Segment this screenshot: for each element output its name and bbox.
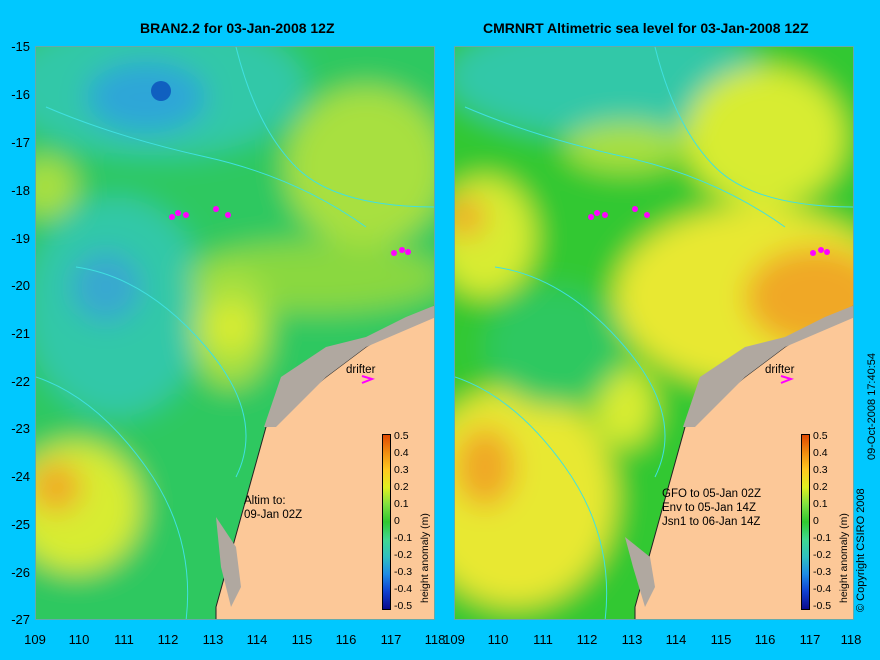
left-shark-bay xyxy=(216,517,241,607)
right-colorbar-tick: -0.5 xyxy=(813,600,832,612)
left-drifter-marker xyxy=(361,375,376,384)
y-tick-label: -25 xyxy=(11,517,30,532)
right-colorbar-tick: 0.1 xyxy=(813,498,828,510)
right-colorbar-tick: -0.2 xyxy=(813,549,832,561)
left-x-tick-label: 110 xyxy=(68,632,90,647)
right-colorbar-tick: -0.1 xyxy=(813,532,832,544)
y-tick-label: -21 xyxy=(11,326,30,341)
right-colorbar xyxy=(801,434,810,610)
right-map-canvas xyxy=(455,47,853,619)
right-x-tick-label: 111 xyxy=(533,632,553,647)
right-colorbar-tick: -0.4 xyxy=(813,583,832,595)
left-note-line-2: 09-Jan 02Z xyxy=(244,509,303,521)
left-colorbar xyxy=(382,434,391,610)
copyright-text: © Copyright CSIRO 2008 xyxy=(855,488,867,612)
y-tick-label: -24 xyxy=(11,469,30,484)
left-x-tick-label: 109 xyxy=(24,632,46,647)
left-x-tick-label: 117 xyxy=(380,632,402,647)
left-note-line-1: Altim to: xyxy=(244,495,286,507)
right-x-tick-label: 118 xyxy=(840,632,862,647)
y-tick-label: -26 xyxy=(11,565,30,580)
left-x-tick-label: 112 xyxy=(157,632,179,647)
right-colorbar-tick: 0 xyxy=(813,515,819,527)
y-tick-label: -18 xyxy=(11,183,30,198)
right-panel-title: CMRNRT Altimetric sea level for 03-Jan-2… xyxy=(483,20,809,36)
right-coastal-shelf xyxy=(683,305,853,427)
right-colorbar-tick: -0.3 xyxy=(813,566,832,578)
right-x-tick-label: 115 xyxy=(710,632,732,647)
left-map-panel[interactable] xyxy=(35,46,435,620)
right-anomaly-field xyxy=(455,47,853,619)
right-x-tick-label: 117 xyxy=(799,632,821,647)
left-colorbar-tick: -0.2 xyxy=(394,549,413,561)
right-colorbar-tick: 0.4 xyxy=(813,447,828,459)
y-tick-label: -15 xyxy=(11,39,30,54)
y-tick-label: -20 xyxy=(11,278,30,293)
left-drifter-tracks xyxy=(169,206,411,256)
left-drifter-label: drifter xyxy=(346,364,376,376)
left-colorbar-label: height anomaly (m) xyxy=(419,513,431,603)
left-map-canvas xyxy=(36,47,434,619)
right-colorbar-tick: 0.5 xyxy=(813,430,828,442)
left-colorbar-tick: -0.4 xyxy=(394,583,413,595)
right-colorbar-tick: 0.3 xyxy=(813,464,828,476)
left-x-tick-label: 116 xyxy=(335,632,357,647)
left-colorbar-tick: -0.1 xyxy=(394,532,413,544)
right-colorbar-label: height anomaly (m) xyxy=(838,513,850,603)
left-x-tick-label: 118 xyxy=(424,632,446,647)
y-tick-label: -27 xyxy=(11,612,30,627)
left-colorbar-tick: -0.3 xyxy=(394,566,413,578)
left-x-tick-label: 111 xyxy=(114,632,134,647)
right-x-tick-label: 112 xyxy=(576,632,598,647)
right-x-tick-label: 109 xyxy=(443,632,465,647)
right-x-tick-label: 110 xyxy=(487,632,509,647)
y-tick-label: -19 xyxy=(11,231,30,246)
y-tick-label: -22 xyxy=(11,374,30,389)
y-tick-label: -16 xyxy=(11,87,30,102)
right-shark-bay xyxy=(625,537,655,607)
timestamp-text: 09-Oct-2008 17:40:54 xyxy=(866,352,878,460)
left-low-core xyxy=(151,81,171,101)
right-drifter-marker xyxy=(780,375,795,384)
right-colorbar-tick: 0.2 xyxy=(813,481,828,493)
right-note-line-3: Jsn1 to 06-Jan 14Z xyxy=(662,516,761,528)
left-panel-title: BRAN2.2 for 03-Jan-2008 12Z xyxy=(140,20,335,36)
left-colorbar-tick: 0.1 xyxy=(394,498,409,510)
right-note-line-1: GFO to 05-Jan 02Z xyxy=(662,488,762,500)
right-x-tick-label: 116 xyxy=(754,632,776,647)
right-drifter-tracks xyxy=(588,206,830,256)
y-tick-label: -23 xyxy=(11,421,30,436)
left-x-tick-label: 114 xyxy=(246,632,268,647)
right-map-panel[interactable] xyxy=(454,46,854,620)
left-colorbar-tick: -0.5 xyxy=(394,600,413,612)
left-bathymetry-contours xyxy=(36,47,434,619)
right-x-tick-label: 113 xyxy=(621,632,643,647)
y-tick-label: -17 xyxy=(11,135,30,150)
left-colorbar-tick: 0.5 xyxy=(394,430,409,442)
left-colorbar-tick: 0.2 xyxy=(394,481,409,493)
right-note-line-2: Env to 05-Jan 14Z xyxy=(662,502,756,514)
left-colorbar-tick: 0.3 xyxy=(394,464,409,476)
left-coastal-shelf xyxy=(264,305,434,427)
right-bathymetry-contours xyxy=(455,47,853,619)
left-colorbar-tick: 0.4 xyxy=(394,447,409,459)
right-x-tick-label: 114 xyxy=(665,632,687,647)
left-anomaly-field xyxy=(36,47,434,619)
right-drifter-label: drifter xyxy=(765,364,795,376)
left-colorbar-tick: 0 xyxy=(394,515,400,527)
left-x-tick-label: 115 xyxy=(291,632,313,647)
left-x-tick-label: 113 xyxy=(202,632,224,647)
